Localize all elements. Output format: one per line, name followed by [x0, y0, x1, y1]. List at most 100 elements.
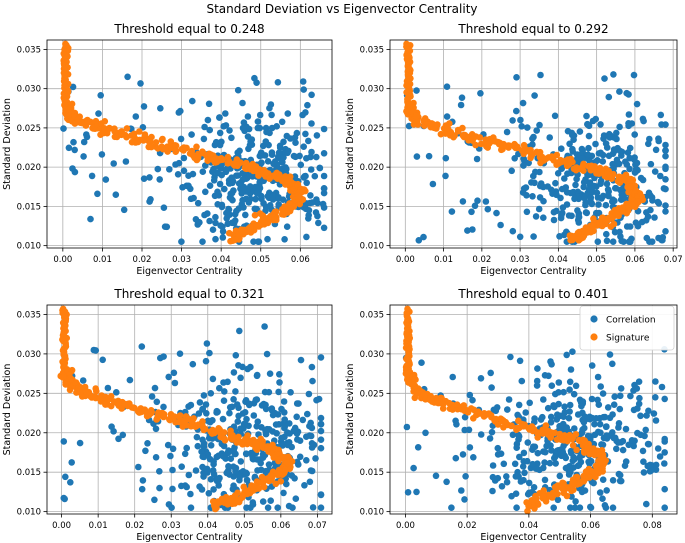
- x-tick-label: 0.04: [519, 521, 538, 531]
- correlation-point: [563, 201, 571, 208]
- correlation-point: [232, 352, 240, 359]
- correlation-point: [561, 175, 568, 182]
- correlation-point: [70, 138, 77, 146]
- correlation-point: [529, 460, 536, 468]
- axes-frame: [389, 39, 678, 249]
- correlation-point: [642, 217, 650, 224]
- correlation-point: [292, 139, 299, 146]
- correlation-point: [285, 147, 292, 155]
- correlation-point: [595, 401, 603, 409]
- correlation-point: [113, 389, 120, 396]
- correlation-point: [486, 435, 494, 442]
- correlation-point: [187, 195, 195, 203]
- correlation-point: [594, 238, 602, 245]
- signature-point: [96, 395, 104, 402]
- correlation-point: [471, 202, 479, 210]
- correlation-point: [216, 114, 223, 121]
- correlation-point: [493, 404, 501, 411]
- correlation-point: [278, 118, 286, 126]
- correlation-point: [604, 191, 612, 199]
- correlation-point: [210, 177, 218, 184]
- correlation-point: [83, 133, 91, 141]
- correlation-point: [205, 490, 213, 497]
- signature-point: [599, 457, 607, 465]
- correlation-point: [263, 350, 271, 358]
- correlation-point: [469, 396, 476, 404]
- y-tick-label: 0.030: [360, 350, 384, 360]
- correlation-point: [188, 131, 195, 138]
- correlation-point: [268, 151, 276, 158]
- x-tick-label: 0.02: [125, 521, 144, 531]
- correlation-point: [296, 152, 303, 160]
- correlation-point: [413, 488, 420, 496]
- correlation-point: [414, 444, 422, 451]
- correlation-point: [281, 236, 288, 243]
- signature-point: [193, 143, 200, 151]
- correlation-point: [596, 489, 604, 496]
- correlation-point: [216, 180, 224, 188]
- x-tick-label: 0.03: [162, 521, 181, 531]
- correlation-point: [241, 409, 249, 416]
- x-tick-label: 0.05: [587, 255, 606, 265]
- correlation-point: [572, 498, 579, 505]
- correlation-point: [541, 372, 549, 379]
- correlation-point: [531, 179, 538, 187]
- correlation-point: [631, 131, 638, 138]
- correlation-point: [661, 395, 668, 403]
- correlation-point: [585, 458, 592, 466]
- correlation-point: [144, 440, 151, 447]
- y-tick-label: 0.020: [17, 429, 41, 439]
- correlation-point: [598, 195, 605, 202]
- signature-point: [539, 492, 547, 500]
- correlation-point: [293, 413, 301, 421]
- correlation-point: [299, 416, 307, 424]
- correlation-point: [519, 463, 527, 470]
- correlation-point: [262, 138, 270, 145]
- correlation-point: [565, 414, 573, 422]
- signature-point: [211, 429, 218, 437]
- correlation-point: [662, 141, 669, 149]
- x-tick-label: 0.06: [271, 521, 290, 531]
- signature-point: [572, 431, 580, 438]
- correlation-point: [425, 152, 433, 160]
- points: [403, 40, 669, 245]
- signature-point: [254, 168, 261, 176]
- correlation-point: [253, 372, 261, 380]
- signature-point: [259, 215, 267, 223]
- correlation-point: [230, 482, 237, 490]
- correlation-point: [210, 486, 217, 493]
- correlation-point: [314, 199, 321, 207]
- y-tick-label: 0.025: [360, 389, 384, 399]
- signature-point: [263, 169, 270, 177]
- correlation-point: [187, 490, 194, 498]
- panel-title: Threshold equal to 0.292: [457, 22, 608, 36]
- correlation-point: [320, 189, 328, 197]
- correlation-point: [214, 476, 222, 484]
- correlation-point: [662, 147, 669, 154]
- correlation-point: [585, 144, 592, 152]
- correlation-point: [522, 184, 530, 191]
- correlation-point: [540, 396, 547, 403]
- y-tick-label: 0.010: [17, 508, 41, 518]
- correlation-point: [575, 213, 583, 221]
- correlation-point: [537, 182, 544, 190]
- correlation-point: [316, 164, 324, 172]
- correlation-point: [558, 185, 566, 193]
- correlation-point: [581, 424, 588, 432]
- signature-point: [211, 155, 219, 163]
- axes-frame: [46, 39, 333, 249]
- correlation-point: [320, 172, 328, 180]
- correlation-point: [220, 397, 228, 405]
- correlation-point: [228, 189, 236, 197]
- correlation-point: [223, 469, 230, 477]
- correlation-point: [80, 138, 88, 146]
- correlation-point: [234, 172, 242, 179]
- correlation-point: [547, 442, 554, 449]
- x-tick-label: 0.00: [53, 255, 72, 265]
- correlation-point: [520, 449, 528, 457]
- panel-2: 0.00 0.01 0.02 0.03 0.04 0.05 0.06 0.07 0.010 0.0…: [345, 22, 683, 277]
- y-axis-label: Standard Deviation: [345, 98, 356, 190]
- correlation-point: [219, 234, 227, 241]
- correlation-point: [142, 447, 149, 455]
- signature-point: [551, 483, 559, 491]
